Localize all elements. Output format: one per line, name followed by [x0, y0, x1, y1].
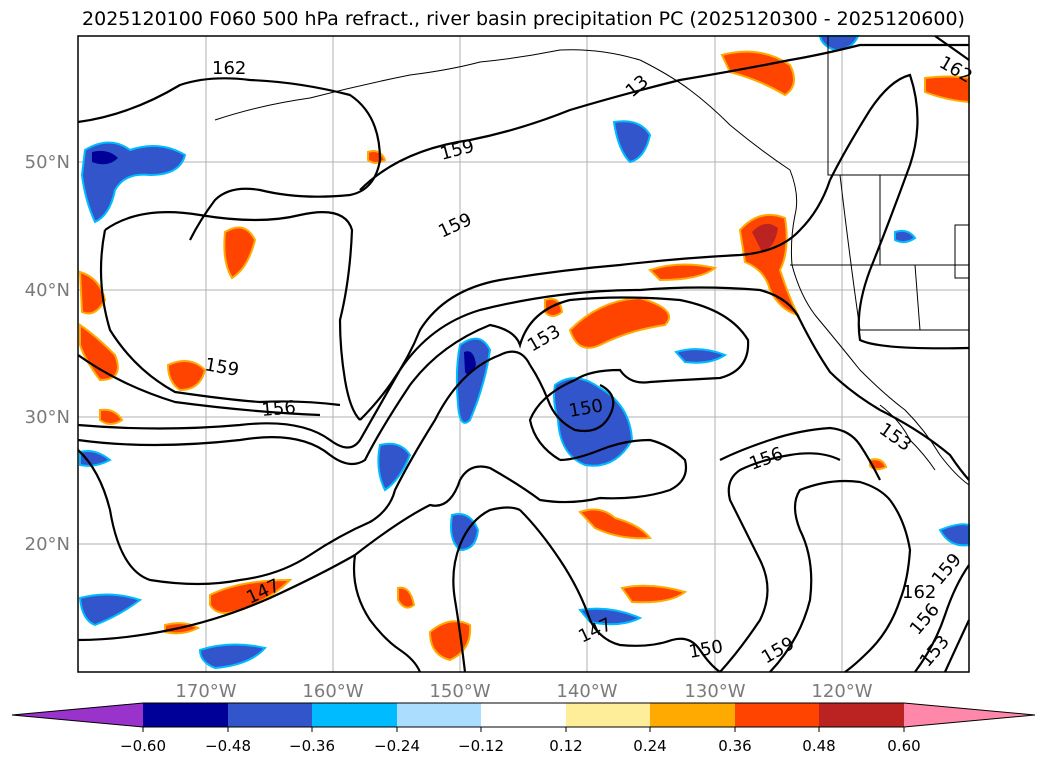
colorbar: −0.60 −0.48 −0.36 −0.24 −0.12 0.12 0.24 …: [11, 702, 1036, 755]
positive-anomaly-patch: [166, 360, 207, 392]
negative-anomaly-patch: [578, 607, 643, 626]
colorbar-tick-label: −0.36: [289, 737, 335, 755]
negative-anomaly-patch: [79, 450, 112, 467]
colorbar-segment: [143, 703, 228, 727]
positive-anomaly-patch: [79, 323, 119, 382]
colorbar-right-arrow: [904, 703, 1035, 727]
positive-anomaly-patch: [752, 223, 778, 252]
negative-anomaly-patch: [612, 120, 652, 164]
colorbar-tick-label: −0.24: [374, 737, 420, 755]
lon-label: 160°W: [302, 681, 363, 702]
colorbar-tick-label: 0.12: [549, 737, 582, 755]
colorbar-left-arrow: [12, 703, 143, 727]
colorbar-tick-label: −0.12: [458, 737, 504, 755]
contour-label: 162: [212, 58, 246, 79]
positive-anomaly-patch: [223, 226, 257, 280]
positive-anomaly-patch: [578, 508, 652, 540]
colorbar-segment: [819, 703, 904, 727]
positive-anomaly-patch: [99, 408, 124, 425]
colorbar-tick-label: 0.24: [633, 737, 666, 755]
positive-anomaly-patch: [738, 214, 800, 317]
positive-anomaly-patch: [397, 586, 416, 609]
negative-anomaly-patch: [674, 348, 728, 364]
contour-label: 162: [902, 582, 936, 603]
lat-label: 30°N: [25, 407, 70, 428]
colorbar-segment: [397, 703, 481, 727]
lon-label: 140°W: [556, 681, 617, 702]
positive-anomaly-patch: [78, 270, 107, 315]
colorbar-tick-label: −0.48: [205, 737, 251, 755]
colorbar-segment: [481, 703, 566, 727]
colorbar-segment: [228, 703, 312, 727]
lon-label: 170°W: [175, 681, 236, 702]
positive-anomaly-patch: [568, 296, 671, 349]
map-title: 2025120100 F060 500 hPa refract., river …: [82, 8, 965, 30]
colorbar-ticks: [142, 727, 905, 732]
contour-label: 156: [261, 397, 297, 421]
negative-anomaly-patch: [464, 351, 476, 375]
map-frame: [77, 35, 970, 673]
negative-anomaly-patch: [894, 229, 917, 244]
lat-label: 20°N: [25, 534, 70, 555]
contours: [77, 35, 970, 673]
lon-label: 130°W: [684, 681, 745, 702]
colorbar-tick-label: 0.48: [802, 737, 835, 755]
lat-label: 40°N: [25, 280, 70, 301]
negative-anomaly-patch: [198, 643, 267, 670]
lon-label: 120°W: [811, 681, 872, 702]
colorbar-segment: [312, 703, 397, 727]
map-background: [78, 36, 969, 672]
lat-label: 50°N: [25, 152, 70, 173]
positive-anomaly-patch: [620, 584, 688, 604]
colorbar-segment: [735, 703, 819, 727]
lon-label: 150°W: [429, 681, 490, 702]
colorbar-segment: [566, 703, 650, 727]
precip-patches: [78, 35, 970, 670]
negative-anomaly-patch: [92, 150, 118, 165]
longitude-labels: 170°W 160°W 150°W 140°W 130°W 120°W: [175, 681, 872, 702]
positive-anomaly-patch: [209, 578, 293, 615]
colorbar-tick-label: 0.60: [887, 737, 920, 755]
latitude-labels: 50°N 40°N 30°N 20°N: [25, 152, 70, 555]
colorbar-tick-label: 0.36: [718, 737, 751, 755]
negative-anomaly-patch: [78, 593, 143, 627]
colorbar-tick-label: −0.60: [120, 737, 166, 755]
negative-anomaly-patch: [450, 513, 480, 552]
colorbar-segment: [650, 703, 735, 727]
negative-anomaly-patch: [377, 442, 412, 492]
positive-anomaly-patch: [648, 263, 718, 282]
